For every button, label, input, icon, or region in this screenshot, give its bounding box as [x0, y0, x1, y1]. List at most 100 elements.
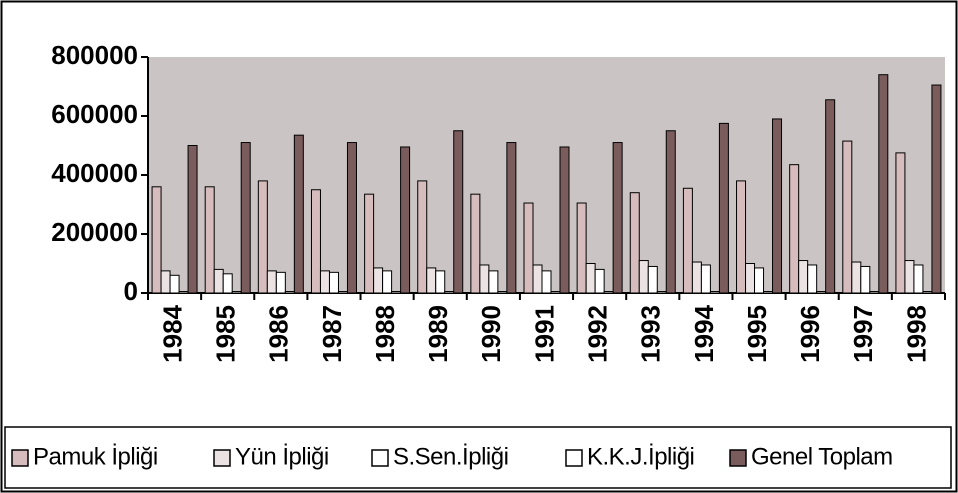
- bar: [373, 267, 384, 294]
- bar: [266, 270, 277, 294]
- bar: [417, 180, 428, 294]
- bar: [691, 261, 702, 294]
- bar: [772, 118, 783, 294]
- bar: [576, 202, 587, 294]
- plot-area: [148, 57, 945, 293]
- bar: [612, 142, 623, 294]
- x-tick-label: 1991: [529, 305, 559, 363]
- legend-box: [4, 426, 952, 489]
- bar: [328, 271, 339, 294]
- bar: [656, 291, 667, 294]
- bar: [506, 142, 517, 294]
- bar: [178, 291, 189, 294]
- x-tick-label: 1992: [583, 305, 613, 363]
- bar: [682, 187, 693, 294]
- bar: [337, 291, 348, 294]
- bar: [736, 180, 747, 294]
- x-tick-label: 1988: [370, 305, 400, 363]
- bar: [594, 268, 605, 294]
- legend-label: S.Sen.İpliği: [393, 443, 508, 470]
- bar: [842, 140, 853, 294]
- bar: [754, 267, 765, 294]
- bar: [585, 263, 596, 294]
- bar: [860, 265, 871, 294]
- bar: [346, 142, 357, 294]
- x-tick-label: 1994: [689, 304, 719, 362]
- legend-swatch: [371, 449, 389, 467]
- bar: [453, 130, 464, 294]
- y-tick-label: 800000: [51, 40, 138, 70]
- legend-swatch: [11, 449, 29, 467]
- x-tick-label: 1985: [211, 305, 241, 363]
- bar: [319, 270, 330, 294]
- bar: [709, 291, 720, 294]
- x-tick-label: 1997: [848, 305, 878, 363]
- bar: [257, 180, 268, 294]
- bar: [426, 267, 437, 294]
- bar: [895, 152, 906, 294]
- bar: [904, 260, 915, 294]
- bar: [231, 291, 242, 294]
- bar: [222, 273, 233, 294]
- y-tick-label: 200000: [51, 217, 138, 247]
- bar: [470, 193, 481, 294]
- bar: [816, 291, 827, 294]
- bar: [497, 291, 508, 294]
- bar: [763, 291, 774, 294]
- y-tick-label: 600000: [51, 99, 138, 129]
- bar: [523, 202, 534, 294]
- bar: [807, 264, 818, 294]
- x-tick-label: 1990: [476, 305, 506, 363]
- bar: [435, 270, 446, 294]
- bar: [240, 142, 251, 294]
- bar: [160, 270, 171, 294]
- bar: [700, 264, 711, 294]
- bar: [798, 260, 809, 294]
- y-tick-label: 400000: [51, 158, 138, 188]
- bar: [931, 84, 942, 294]
- x-tick-label: 1986: [264, 305, 294, 363]
- bar: [745, 263, 756, 294]
- bar: [187, 145, 198, 294]
- bar: [638, 260, 649, 294]
- x-tick-label: 1993: [636, 305, 666, 363]
- bar: [391, 291, 402, 294]
- y-tick-label: 0: [124, 276, 138, 306]
- bar: [789, 164, 800, 294]
- legend-label: K.K.J.İpliği: [587, 443, 694, 470]
- legend-swatch: [729, 449, 747, 467]
- bar: [275, 271, 286, 294]
- x-tick-label: 1989: [423, 305, 453, 363]
- bar: [550, 291, 561, 294]
- bar: [382, 270, 393, 294]
- x-tick-label: 1995: [742, 305, 772, 363]
- bar: [444, 291, 455, 294]
- bar: [718, 122, 729, 294]
- legend-label: Genel Toplam: [751, 443, 893, 470]
- bar: [364, 193, 375, 294]
- bar: [400, 146, 411, 294]
- bar: [647, 265, 658, 294]
- bar: [878, 74, 889, 294]
- bar: [851, 261, 862, 294]
- bar: [284, 291, 295, 294]
- bar: [151, 186, 162, 294]
- bar: [488, 270, 499, 294]
- legend-swatch: [213, 449, 231, 467]
- x-tick-label: 1996: [795, 305, 825, 363]
- bar: [559, 146, 570, 294]
- bar: [825, 99, 836, 294]
- bar: [532, 264, 543, 294]
- bar: [913, 264, 924, 294]
- bar: [541, 270, 552, 294]
- bar: [922, 291, 933, 294]
- bar: [665, 130, 676, 294]
- bar: [204, 186, 215, 294]
- bar: [213, 268, 224, 294]
- bar: [169, 274, 180, 294]
- legend-swatch: [565, 449, 583, 467]
- legend-label: Yün İpliği: [235, 443, 329, 470]
- bar: [869, 291, 880, 294]
- x-tick-label: 1998: [901, 305, 931, 363]
